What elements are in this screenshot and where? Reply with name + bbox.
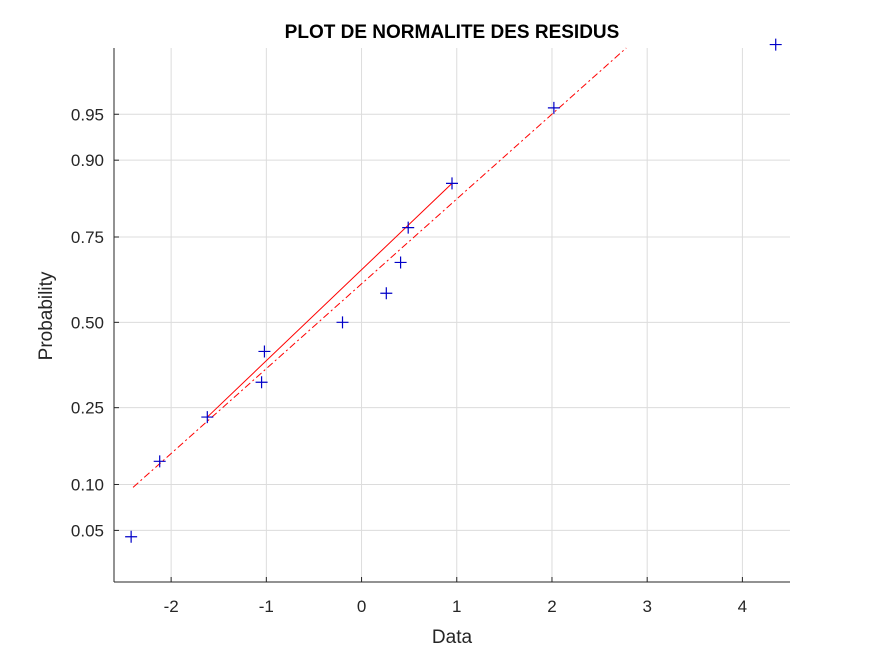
x-tick-label: -2 <box>164 597 179 616</box>
data-point-marker <box>255 376 268 389</box>
y-tick-label: 0.10 <box>71 475 104 494</box>
data-point-marker <box>402 221 415 234</box>
x-tick-label: 3 <box>642 597 651 616</box>
y-tick-label: 0.95 <box>71 105 104 124</box>
data-point-marker <box>258 345 271 358</box>
data-point-marker <box>336 316 349 329</box>
y-tick-labels: 0.05 0.10 0.25 0.50 0.75 0.90 0.95 <box>71 105 104 540</box>
data-point-marker <box>446 177 458 190</box>
y-tick-label: 0.50 <box>71 313 104 332</box>
reference-line <box>132 47 627 488</box>
data-points <box>125 38 782 543</box>
data-point-marker <box>394 256 407 269</box>
data-point-marker <box>201 411 214 424</box>
y-axis-label: Probability <box>36 271 57 360</box>
grid <box>114 48 790 582</box>
y-tick-label: 0.75 <box>71 228 104 247</box>
x-tick-label: -1 <box>259 597 274 616</box>
y-tick-label: 0.25 <box>71 399 104 418</box>
x-tick-label: 1 <box>452 597 461 616</box>
y-tick-label: 0.90 <box>71 151 104 170</box>
data-point-marker <box>125 530 138 543</box>
x-tick-labels: -2 -1 0 1 2 3 4 <box>164 597 748 616</box>
data-point-marker <box>380 287 393 300</box>
x-tick-label: 2 <box>547 597 556 616</box>
x-tick-label: 4 <box>738 597 747 616</box>
axes <box>113 48 790 583</box>
x-tick-label: 0 <box>357 597 366 616</box>
reference-line-fit <box>206 182 453 418</box>
reference-line-extension <box>132 47 627 488</box>
data-point-marker <box>153 455 166 468</box>
data-point-marker <box>547 101 560 114</box>
x-axis-label: Data <box>432 627 473 648</box>
chart-title: PLOT DE NORMALITE DES RESIDUS <box>285 22 620 43</box>
data-point-marker <box>769 38 782 51</box>
y-tick-label: 0.05 <box>71 521 104 540</box>
